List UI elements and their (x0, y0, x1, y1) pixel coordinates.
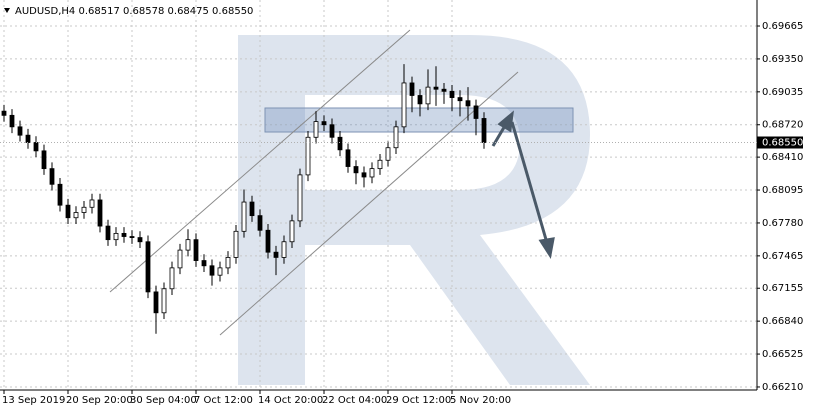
candle-body (265, 229, 271, 253)
candle-body (209, 265, 215, 276)
candle-body (345, 149, 351, 167)
candle-body (425, 86, 431, 105)
y-tick-label: 0.66210 (762, 382, 803, 393)
y-tick-label: 0.68410 (762, 152, 803, 163)
x-tick-label: 14 Oct 20:00 (258, 395, 323, 406)
candle-body (161, 288, 167, 314)
candle-body (89, 199, 95, 208)
candle-body (465, 100, 471, 107)
candle-body (153, 291, 159, 314)
y-tick-label: 0.67780 (762, 218, 803, 229)
resistance-zone (264, 107, 574, 133)
candle-body (289, 220, 295, 243)
candle-body (177, 249, 183, 269)
last-price-box (757, 136, 803, 149)
x-tick-label: 5 Nov 20:00 (450, 395, 511, 406)
candle-body (249, 201, 255, 217)
grid (0, 0, 757, 390)
x-tick-label: 13 Sep 2019 (2, 395, 65, 406)
x-tick-label: 20 Sep 20:00 (66, 395, 133, 406)
candle-body (449, 90, 455, 98)
candle-body (241, 201, 247, 232)
candle-body (233, 230, 239, 258)
candle-body (361, 172, 367, 178)
candle-body (9, 114, 15, 128)
x-tick-label: 30 Sep 04:00 (130, 395, 197, 406)
candle-body (377, 159, 383, 170)
x-tick-label: 22 Oct 04:00 (322, 395, 387, 406)
candle-body (57, 183, 63, 206)
candle-body (17, 126, 23, 136)
candle-body (473, 105, 479, 119)
candle-body (121, 232, 127, 237)
arrow-down (510, 121, 549, 244)
candle-body (297, 174, 303, 222)
candle-body (417, 95, 423, 105)
arrow-head (497, 110, 514, 133)
y-tick-label: 0.69350 (762, 54, 803, 65)
last-price-label: 0.68550 (762, 138, 803, 149)
candle-body (1, 110, 7, 116)
arrow-head (538, 237, 555, 259)
candle-body (33, 142, 39, 152)
candle-body (321, 121, 327, 126)
forecast-arrows (491, 110, 555, 259)
candle-body (457, 97, 463, 102)
candle-body (169, 267, 175, 290)
candle-body (225, 257, 231, 269)
candle-body (393, 126, 399, 149)
y-tick-label: 0.66525 (762, 349, 803, 360)
chart-title: AUDUSD,H4 0.68517 0.68578 0.68475 0.6855… (15, 6, 253, 17)
y-tick-label: 0.66840 (762, 316, 803, 327)
y-tick-label: 0.68720 (762, 120, 803, 131)
x-tick-label: 7 Oct 12:00 (194, 395, 253, 406)
candle-body (25, 134, 31, 143)
candle-body (105, 225, 111, 241)
candle-body (73, 212, 79, 219)
candle-body (41, 150, 47, 170)
candle-body (65, 204, 71, 219)
candle-body (337, 136, 343, 151)
y-tick-label: 0.67465 (762, 251, 803, 262)
channel-upper (109, 29, 411, 293)
candle-body (433, 86, 439, 90)
y-tick-label: 0.69665 (762, 21, 803, 32)
candle-body (145, 241, 151, 293)
candle-body (257, 215, 263, 231)
candle-body (281, 241, 287, 258)
candle-body (329, 124, 335, 138)
candle-body (313, 121, 319, 138)
candle-body (49, 168, 55, 185)
candle-body (385, 147, 391, 161)
candle-body (305, 136, 311, 176)
candle-body (185, 239, 191, 251)
candle-body (193, 239, 199, 261)
candle-body (113, 232, 119, 241)
candle-body (409, 82, 415, 96)
candles (1, 64, 487, 334)
logo (238, 35, 590, 385)
candle-body (129, 236, 135, 238)
candle-body (441, 88, 447, 92)
candle-body (81, 206, 87, 213)
x-tick-label: 29 Oct 12:00 (386, 395, 451, 406)
candle-body (217, 267, 223, 276)
candle-body (97, 199, 103, 227)
watermark (238, 35, 590, 385)
candle-body (369, 168, 375, 178)
y-tick-label: 0.68095 (762, 185, 803, 196)
menu-triangle (4, 8, 10, 13)
candle-body (137, 237, 143, 243)
y-tick-label: 0.67155 (762, 283, 803, 294)
candle-body (401, 82, 407, 128)
candle-body (273, 251, 279, 258)
y-tick-label: 0.69035 (762, 87, 803, 98)
candle-body (201, 260, 207, 267)
candle-body (481, 118, 487, 143)
candle-body (353, 166, 359, 174)
